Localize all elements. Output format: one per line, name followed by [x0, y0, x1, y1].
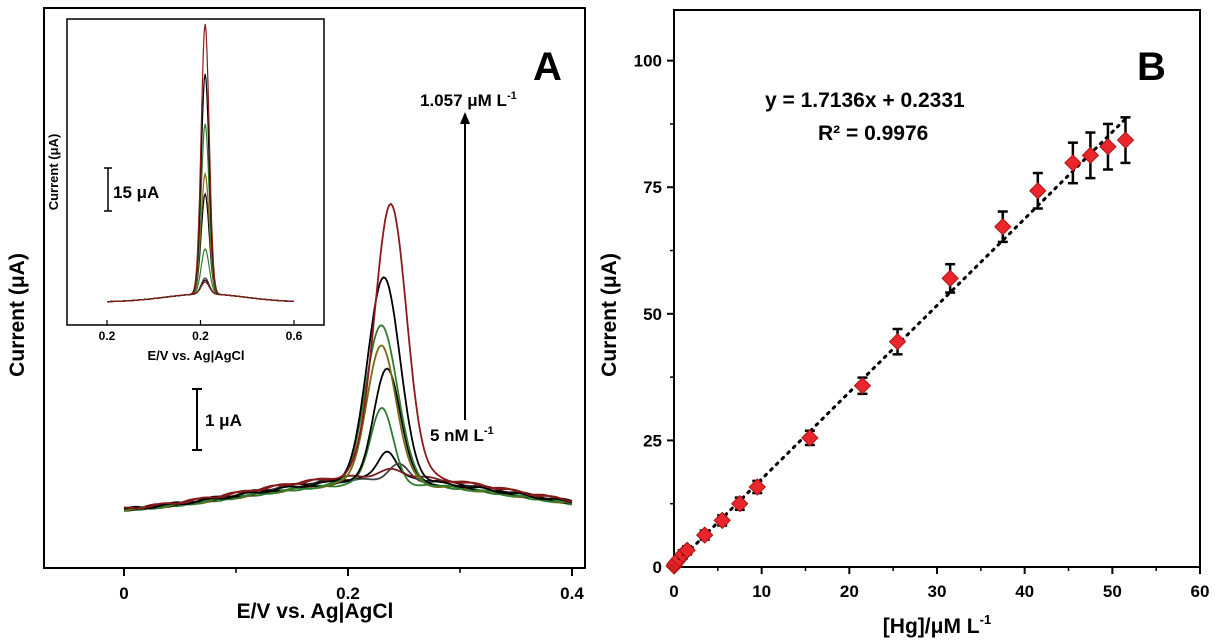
inset-curve	[107, 23, 294, 303]
annotation-low-concentration: 5 nM L-1	[430, 425, 494, 445]
data-point	[853, 376, 872, 396]
inset-x-ticks: 0.2 0.2 0.6	[99, 320, 303, 343]
panel-a-x-tick-label: 0.4	[560, 584, 584, 603]
data-point	[1029, 171, 1047, 210]
diamond-marker	[801, 429, 819, 447]
panel-b-ticks: 0 10 20 30 40 50 60 0 25 50 75 100	[634, 52, 1210, 601]
panel-b-x-tick-label: 50	[1103, 582, 1122, 601]
data-point	[1064, 141, 1082, 185]
inset-x-tick-label: 0.2	[192, 329, 209, 343]
panel-a-curves	[123, 202, 573, 512]
diamond-marker	[1099, 138, 1117, 156]
data-point	[695, 526, 714, 544]
panel-b-y-axis-label: Current (μA)	[598, 253, 621, 377]
panel-a-x-tick-label: 0.2	[336, 584, 360, 603]
inset-scale-bar	[104, 167, 112, 212]
diamond-marker	[1064, 154, 1082, 172]
panel-a-x-tick-label: 0	[119, 584, 128, 603]
diamond-marker	[713, 511, 731, 530]
panel-b-x-tick-label: 30	[928, 582, 947, 601]
diamond-marker	[695, 526, 714, 544]
panel-a-frame	[43, 7, 586, 569]
panel-b-y-tick-label: 50	[643, 305, 662, 324]
regression-fit-line	[672, 117, 1127, 568]
diamond-marker	[994, 218, 1012, 236]
annotation-high-concentration: 1.057 μM L-1	[420, 90, 517, 110]
data-point	[1081, 131, 1100, 180]
inset-y-axis-label: Current (μA)	[46, 134, 61, 211]
data-point	[888, 327, 907, 356]
voltammogram-curve	[123, 344, 573, 512]
diamond-marker	[1081, 146, 1100, 165]
panel-b-x-tick-label: 40	[1015, 582, 1034, 601]
panel-a: A 0 0.2 0.4 E/V vs. Ag|AgCl Current (μA) 1…	[6, 7, 586, 623]
data-point	[801, 429, 819, 447]
panel-b-y-tick-label: 25	[643, 431, 662, 450]
data-point	[941, 262, 959, 294]
inset-x-axis-label: E/V vs. Ag|AgCl	[147, 348, 244, 363]
data-point	[713, 511, 731, 530]
diamond-marker	[678, 541, 696, 559]
diamond-marker	[748, 478, 766, 496]
panel-a-x-ticks: 0 0.2 0.4	[119, 568, 584, 603]
data-point	[1116, 116, 1135, 165]
diamond-marker	[1029, 182, 1047, 200]
panel-a-label: A	[533, 45, 562, 89]
diamond-marker	[888, 332, 907, 351]
inset-x-tick-label: 0.6	[286, 329, 303, 343]
inset-curves	[107, 23, 294, 303]
diamond-marker	[941, 269, 959, 288]
data-point	[731, 494, 749, 513]
inset-scale-bar-label: 15 μA	[113, 183, 159, 202]
panel-b-x-tick-label: 10	[752, 582, 771, 601]
panel-b-x-tick-label: 0	[669, 582, 678, 601]
panel-b: B 0 10 20 30 40 50 60 0 25 50 75 100 [Hg]/μM L-1 Cu…	[598, 9, 1210, 638]
panel-b-x-axis-label: [Hg]/μM L-1	[883, 612, 991, 638]
data-point	[748, 478, 766, 496]
panel-b-label: B	[1137, 45, 1166, 89]
diamond-marker	[731, 494, 749, 513]
voltammogram-curve	[123, 276, 573, 510]
panel-b-y-tick-label: 0	[653, 558, 662, 577]
panel-b-y-tick-label: 75	[643, 178, 662, 197]
panel-a-inset: 0.2 0.2 0.6 E/V vs. Ag|AgCl Current (μA) 1…	[46, 18, 325, 363]
concentration-arrow	[460, 112, 470, 420]
panel-a-x-axis-label: E/V vs. Ag|AgCl	[237, 600, 394, 623]
inset-x-tick-label: 0.2	[99, 329, 116, 343]
regression-equation: y = 1.7136x + 0.2331	[765, 89, 965, 112]
panel-a-y-axis-label: Current (μA)	[6, 253, 29, 377]
panel-b-fit-line	[672, 117, 1127, 568]
panel-b-x-tick-label: 60	[1191, 582, 1210, 601]
r-squared: R² = 0.9976	[818, 122, 928, 145]
voltammogram-curve	[124, 202, 573, 510]
data-point	[1099, 122, 1117, 171]
panel-b-points	[665, 116, 1135, 575]
data-point	[994, 210, 1012, 244]
diamond-marker	[853, 377, 872, 395]
panel-b-x-tick-label: 20	[840, 582, 859, 601]
panel-a-scale-bar-label: 1 μA	[205, 411, 242, 430]
panel-b-y-tick-label: 100	[634, 52, 662, 71]
diamond-marker	[1116, 131, 1135, 149]
panel-a-scale-bar	[192, 388, 202, 451]
data-point	[678, 541, 696, 559]
